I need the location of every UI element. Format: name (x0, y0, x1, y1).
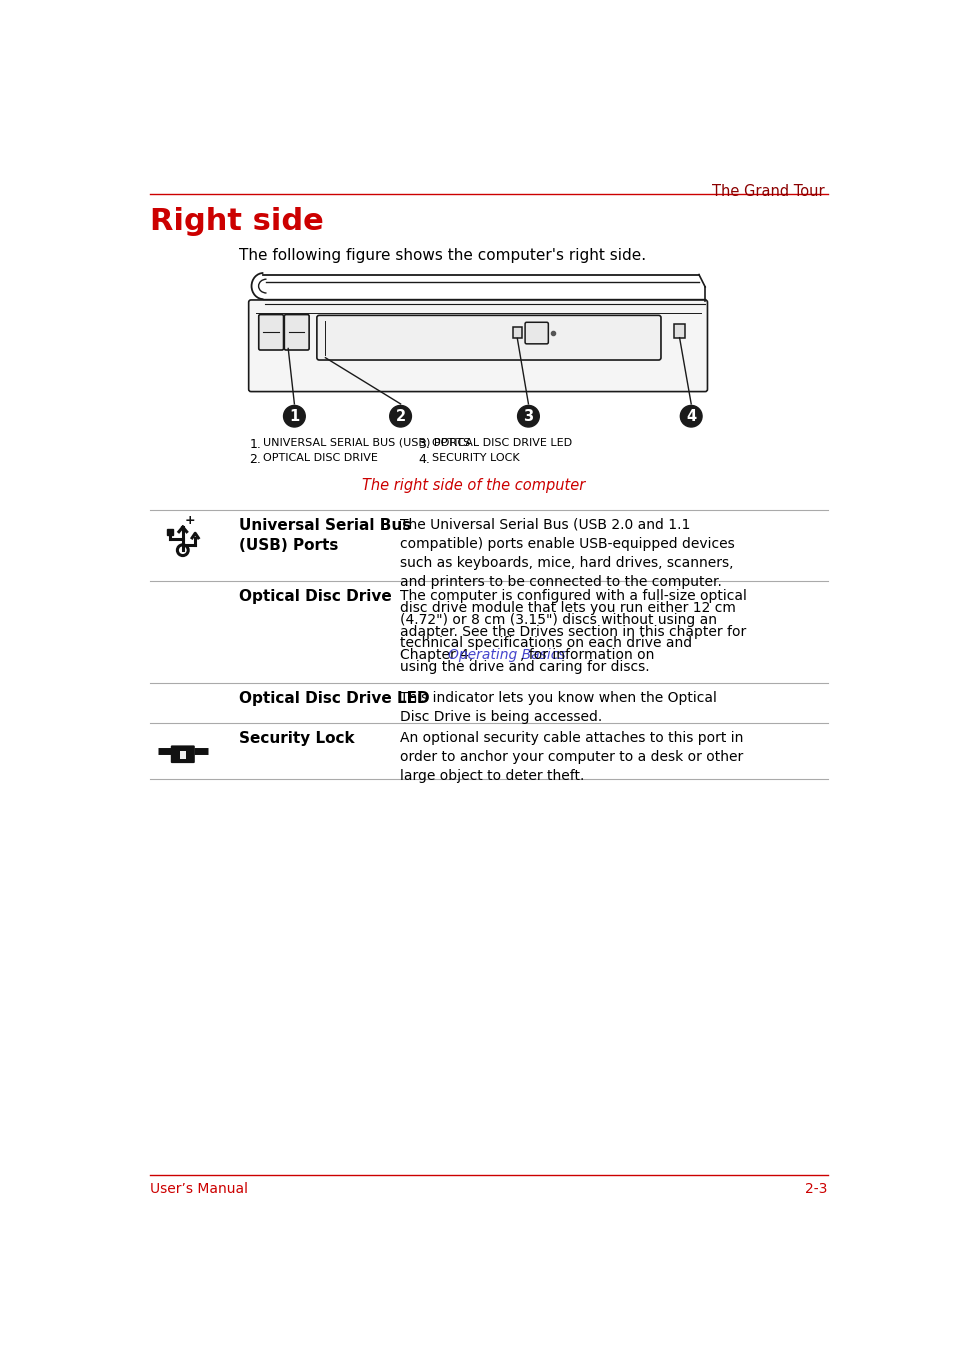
Bar (167, 528, 173, 535)
Text: The Grand Tour: The Grand Tour (711, 184, 823, 199)
FancyBboxPatch shape (249, 300, 707, 392)
FancyBboxPatch shape (171, 746, 194, 763)
Text: 2: 2 (395, 409, 405, 424)
Text: , for information on: , for information on (519, 648, 654, 662)
Text: UNIVERSAL SERIAL BUS (USB) PORTS: UNIVERSAL SERIAL BUS (USB) PORTS (263, 438, 470, 447)
Text: The Universal Serial Bus (USB 2.0 and 1.1
compatible) ports enable USB-equipped : The Universal Serial Bus (USB 2.0 and 1.… (399, 517, 734, 589)
Text: The right side of the computer: The right side of the computer (361, 478, 584, 493)
FancyBboxPatch shape (284, 315, 309, 350)
Text: Security Lock: Security Lock (239, 731, 355, 746)
Text: 3: 3 (523, 409, 533, 424)
Text: 1.: 1. (249, 438, 261, 451)
Text: (4.72") or 8 cm (3.15") discs without using an: (4.72") or 8 cm (3.15") discs without us… (399, 612, 716, 627)
Bar (179, 751, 186, 759)
Text: Optical Disc Drive: Optical Disc Drive (239, 589, 392, 604)
Text: OPTICAL DISC DRIVE LED: OPTICAL DISC DRIVE LED (432, 438, 572, 447)
Text: Universal Serial Bus
(USB) Ports: Universal Serial Bus (USB) Ports (239, 517, 411, 553)
Text: The following figure shows the computer's right side.: The following figure shows the computer'… (239, 249, 646, 263)
Text: 4: 4 (685, 409, 696, 424)
Text: OPTICAL DISC DRIVE: OPTICAL DISC DRIVE (263, 453, 378, 463)
Circle shape (679, 405, 701, 427)
Text: User’s Manual: User’s Manual (150, 1182, 248, 1196)
Text: 3.: 3. (418, 438, 430, 451)
Circle shape (390, 405, 411, 427)
Text: Optical Disc Drive LED: Optical Disc Drive LED (239, 692, 430, 707)
Bar (512, 327, 521, 339)
Text: using the drive and caring for discs.: using the drive and caring for discs. (399, 661, 649, 674)
FancyBboxPatch shape (524, 323, 548, 345)
Text: technical specifications on each drive and: technical specifications on each drive a… (399, 636, 691, 650)
Text: Right side: Right side (150, 207, 324, 236)
FancyBboxPatch shape (258, 315, 283, 350)
Circle shape (517, 405, 538, 427)
Text: +: + (184, 515, 194, 527)
Circle shape (283, 405, 305, 427)
Text: 2-3: 2-3 (804, 1182, 827, 1196)
Text: adapter. See the Drives section in this chapter for: adapter. See the Drives section in this … (399, 624, 745, 639)
Text: The computer is configured with a full-size optical: The computer is configured with a full-s… (399, 589, 746, 603)
Text: 4.: 4. (418, 453, 430, 466)
Text: SECURITY LOCK: SECURITY LOCK (432, 453, 519, 463)
Text: 1: 1 (289, 409, 299, 424)
Text: Operating Basics: Operating Basics (447, 648, 565, 662)
FancyBboxPatch shape (316, 315, 660, 359)
Bar (674, 324, 684, 338)
Text: 2.: 2. (249, 453, 261, 466)
Text: disc drive module that lets you run either 12 cm: disc drive module that lets you run eith… (399, 601, 735, 615)
Text: Chapter 4,: Chapter 4, (399, 648, 476, 662)
Text: This indicator lets you know when the Optical
Disc Drive is being accessed.: This indicator lets you know when the Op… (399, 692, 716, 724)
Text: An optional security cable attaches to this port in
order to anchor your compute: An optional security cable attaches to t… (399, 731, 742, 784)
